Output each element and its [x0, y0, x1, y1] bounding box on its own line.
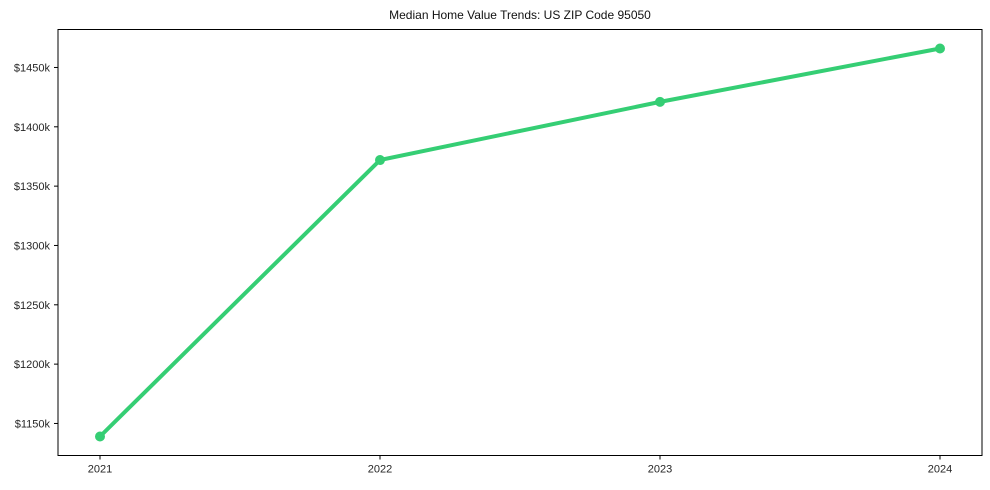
y-tick-label: $1200k — [14, 359, 51, 371]
x-tick-label: 2023 — [648, 464, 672, 476]
data-point-marker — [935, 43, 945, 54]
x-tick-label: 2022 — [368, 464, 392, 476]
y-tick-label: $1150k — [15, 418, 51, 430]
trend-line — [98, 46, 942, 439]
data-point-marker — [375, 155, 385, 166]
plot-border — [57, 29, 983, 456]
data-point-marker — [655, 96, 665, 107]
y-tick-label: $1300k — [14, 240, 51, 252]
data-point-marker — [95, 431, 105, 442]
chart-title: Median Home Value Trends: US ZIP Code 95… — [389, 8, 651, 22]
y-tick-label: $1400k — [14, 122, 51, 134]
x-tick-label: 2024 — [928, 464, 952, 476]
x-tick-label: 2021 — [88, 464, 112, 476]
y-tick-label: $1350k — [14, 181, 51, 193]
y-tick-label: $1450k — [14, 62, 51, 74]
y-tick-label: $1250k — [14, 300, 51, 312]
